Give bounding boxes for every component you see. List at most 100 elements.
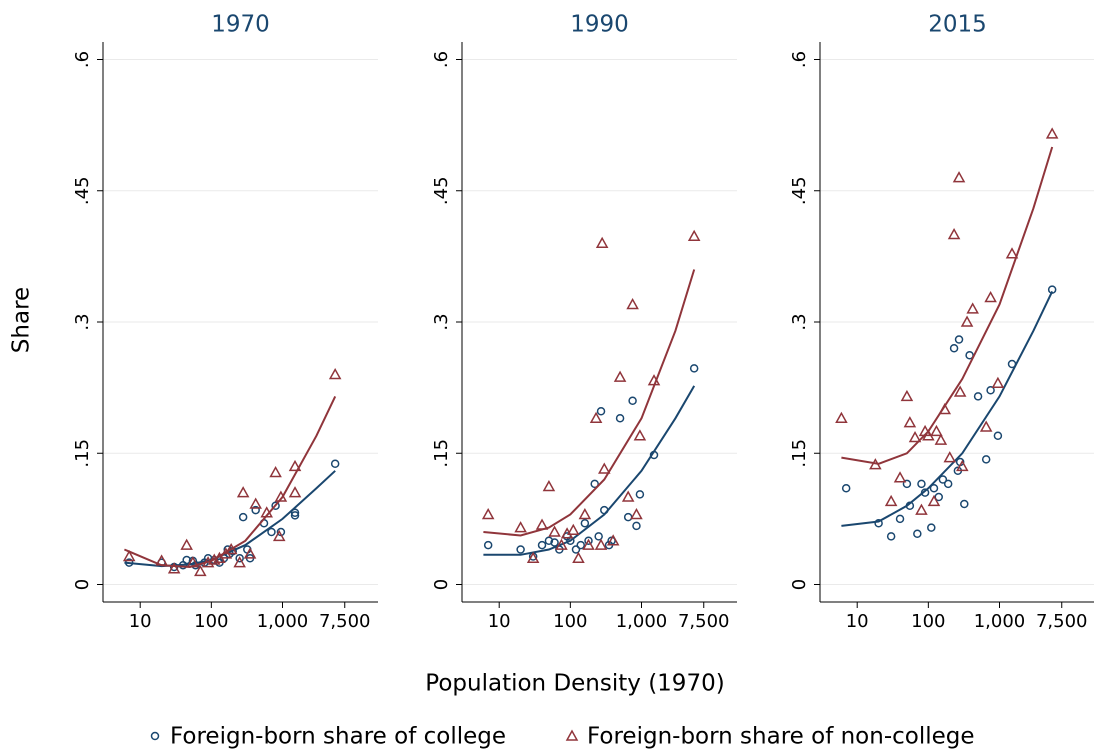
point [632, 521, 641, 531]
y-axis-label: Share [9, 287, 35, 353]
point [594, 538, 608, 550]
x-tick-label: 1,000 [616, 611, 668, 632]
fit-line [841, 290, 1054, 527]
point [635, 490, 645, 499]
point [960, 499, 969, 509]
point [238, 512, 248, 522]
point [626, 297, 639, 310]
panel-title: 1990 [570, 12, 629, 38]
point [272, 529, 286, 542]
y-tick-label: .15 [72, 439, 93, 468]
point [576, 540, 585, 550]
point [835, 411, 848, 423]
y-tick-label: .45 [789, 176, 810, 205]
point [555, 538, 568, 550]
point [884, 494, 898, 507]
point [947, 227, 961, 240]
point [630, 507, 643, 520]
point [290, 511, 300, 520]
point [986, 386, 995, 395]
point [243, 547, 257, 559]
x-tick-label: 1,000 [974, 611, 1026, 632]
x-tick-label: 100 [911, 611, 945, 632]
point [235, 554, 244, 563]
point [236, 486, 250, 498]
y-tick-label: .6 [431, 51, 452, 68]
point [537, 540, 547, 550]
point [167, 562, 181, 574]
point [594, 532, 603, 541]
panel-title: 2015 [928, 12, 987, 38]
point [984, 290, 997, 303]
point [330, 459, 340, 468]
point [613, 370, 627, 382]
fit-line [483, 385, 696, 556]
legend-label: Foreign-born share of college [170, 724, 506, 750]
point [929, 484, 939, 493]
point [483, 540, 493, 550]
legend-marker [150, 731, 160, 741]
point [841, 484, 851, 493]
point [572, 551, 585, 563]
point [514, 521, 527, 533]
point [590, 479, 599, 489]
point [550, 538, 559, 547]
point [934, 492, 943, 502]
point [956, 459, 969, 472]
legend-marker [565, 729, 579, 741]
point [927, 494, 941, 507]
point [526, 551, 540, 563]
x-tick-label: 100 [553, 611, 587, 632]
point [233, 556, 246, 568]
point [290, 508, 300, 517]
fit-line [124, 395, 337, 569]
point [224, 542, 238, 555]
point [567, 523, 580, 535]
point [915, 503, 928, 515]
point [267, 527, 276, 537]
point [934, 433, 948, 445]
point [689, 364, 699, 373]
point [194, 564, 207, 577]
point [596, 407, 606, 416]
point [598, 462, 611, 474]
fit-line [483, 269, 696, 537]
y-tick-label: .3 [789, 313, 810, 330]
point [621, 490, 635, 502]
point [271, 501, 280, 510]
y-tick-label: 0 [431, 579, 452, 590]
point [973, 392, 983, 401]
point [288, 486, 302, 498]
point [615, 414, 625, 423]
y-tick-label: .45 [431, 176, 452, 205]
y-tick-label: .6 [72, 51, 93, 68]
point [571, 545, 581, 554]
point [952, 171, 966, 183]
x-tick-label: 7,500 [1036, 611, 1088, 632]
point [328, 367, 342, 380]
point [895, 514, 905, 524]
point [930, 424, 943, 437]
point [687, 229, 701, 241]
point [578, 507, 592, 520]
point [628, 396, 637, 405]
point [606, 534, 620, 546]
point [949, 344, 959, 353]
point [993, 431, 1003, 440]
x-tick-label: 10 [129, 611, 152, 632]
point [943, 479, 953, 489]
point [633, 429, 647, 441]
point [938, 475, 948, 484]
point [943, 451, 957, 463]
point [548, 525, 561, 537]
point [981, 455, 991, 464]
point [269, 465, 282, 478]
point [288, 459, 302, 472]
panel-title: 1970 [211, 12, 270, 38]
point [122, 549, 136, 562]
point [544, 536, 554, 545]
y-tick-label: .3 [72, 313, 93, 330]
point [886, 532, 896, 541]
